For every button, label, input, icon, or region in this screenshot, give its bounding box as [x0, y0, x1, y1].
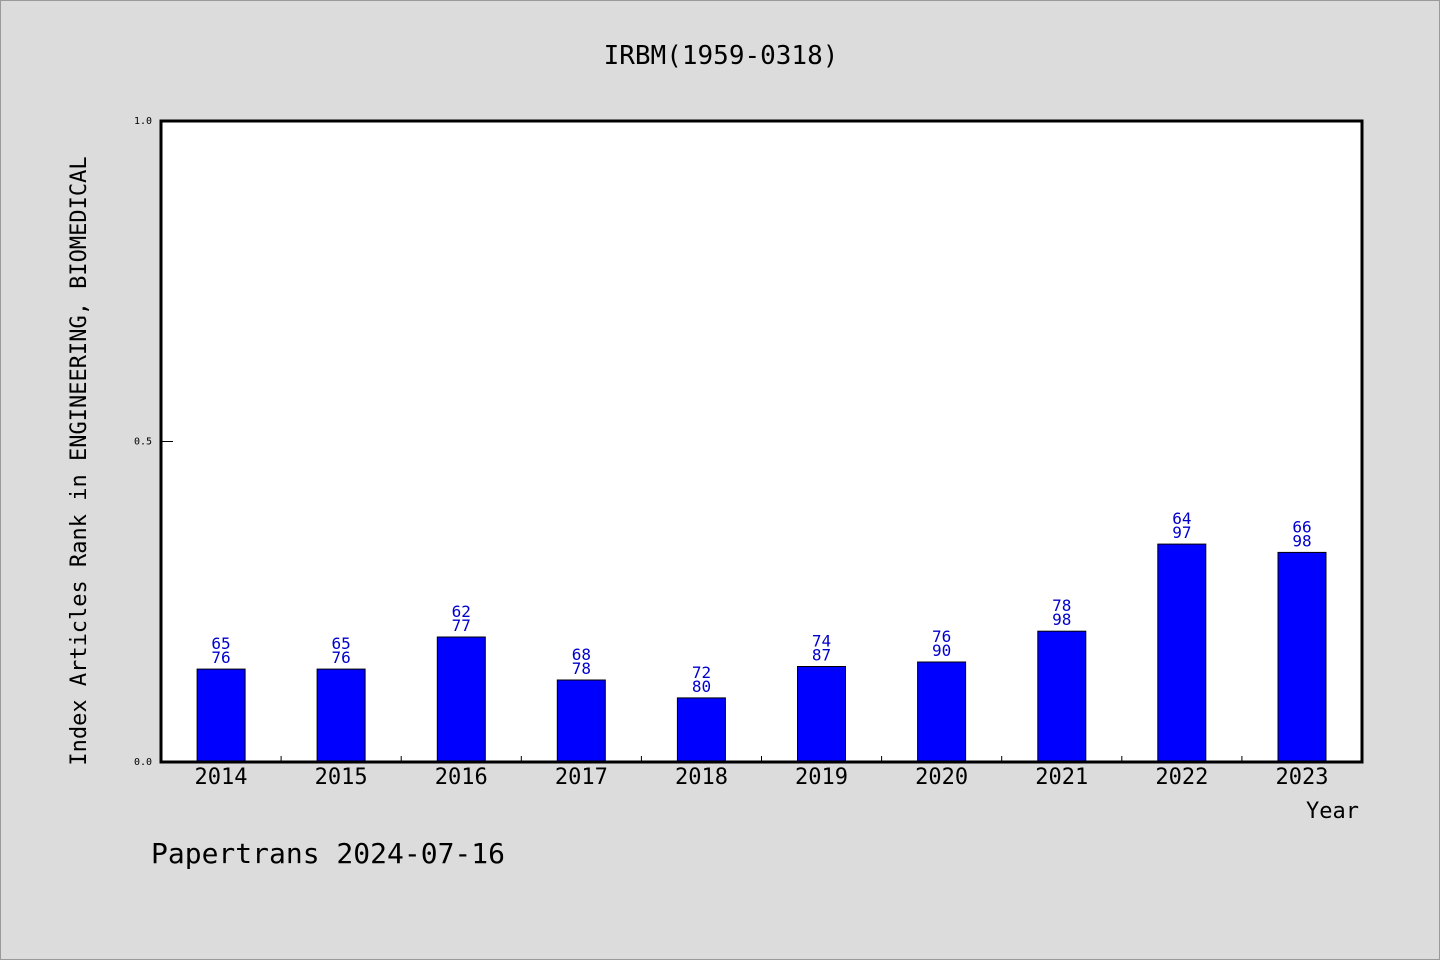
- x-tick-label-2015: 2015: [315, 765, 368, 790]
- bar-2022: [1157, 543, 1207, 763]
- x-axis-label: Year: [1306, 799, 1359, 824]
- bar-label-total-2014: 76: [211, 648, 230, 667]
- bar-label-total-2015: 76: [332, 648, 351, 667]
- bar-label-total-2022: 97: [1172, 523, 1191, 542]
- x-tick-label-2014: 2014: [195, 765, 248, 790]
- bar-2021: [1037, 630, 1087, 763]
- x-tick-label-2023: 2023: [1275, 765, 1328, 790]
- bar-label-rank-2017: 68: [572, 645, 591, 664]
- bar-label-rank-2016: 62: [452, 602, 471, 621]
- footer-text: Papertrans 2024-07-16: [151, 837, 505, 870]
- bar-label-total-2018: 80: [692, 677, 711, 696]
- bar-2014: [196, 668, 246, 763]
- y-tick-label-1.0: 1.0: [134, 116, 152, 127]
- chart-title: IRBM(1959-0318): [604, 41, 839, 71]
- y-tick-label-0.0: 0.0: [134, 757, 152, 768]
- bar-label-rank-2019: 74: [812, 632, 831, 651]
- bar-2019: [797, 666, 846, 763]
- bar-label-rank-2021: 78: [1052, 596, 1071, 615]
- bar-2017: [556, 679, 606, 763]
- bar-label-total-2021: 98: [1052, 610, 1071, 629]
- bar-2020: [917, 661, 967, 763]
- bar-label-rank-2023: 66: [1292, 517, 1311, 536]
- bar-label-rank-2014: 65: [211, 634, 230, 653]
- bar-label-rank-2018: 72: [692, 663, 711, 682]
- bar-label-total-2017: 78: [572, 659, 591, 678]
- x-tick-label-2021: 2021: [1035, 765, 1088, 790]
- bar-2015: [316, 668, 366, 763]
- bar-label-total-2016: 77: [452, 616, 471, 635]
- x-tick-label-2018: 2018: [675, 765, 728, 790]
- x-tick-label-2022: 2022: [1155, 765, 1208, 790]
- bar-label-rank-2015: 65: [332, 634, 351, 653]
- bar-label-rank-2022: 64: [1172, 509, 1191, 528]
- x-tick-label-2016: 2016: [435, 765, 488, 790]
- bar-label-rank-2020: 76: [932, 627, 951, 646]
- bar-2023: [1277, 551, 1327, 763]
- bar-label-total-2020: 90: [932, 641, 951, 660]
- ticks-layer: 2014 2015 2016 2017 2018 2019 2020 2021 2022 2023…: [134, 116, 1329, 790]
- x-tick-label-2017: 2017: [555, 765, 608, 790]
- x-tick-label-2020: 2020: [915, 765, 968, 790]
- y-axis-label: Index Articles Rank in ENGINEERING, BIOM…: [67, 156, 92, 765]
- bar-label-total-2019: 87: [812, 646, 831, 665]
- bar-2018: [676, 697, 726, 763]
- bar-label-total-2023: 98: [1292, 531, 1311, 550]
- plot-frame: [159, 119, 1364, 764]
- x-tick-label-2019: 2019: [795, 765, 848, 790]
- y-tick-label-0.5: 0.5: [134, 437, 152, 448]
- bar-2016: [436, 636, 486, 763]
